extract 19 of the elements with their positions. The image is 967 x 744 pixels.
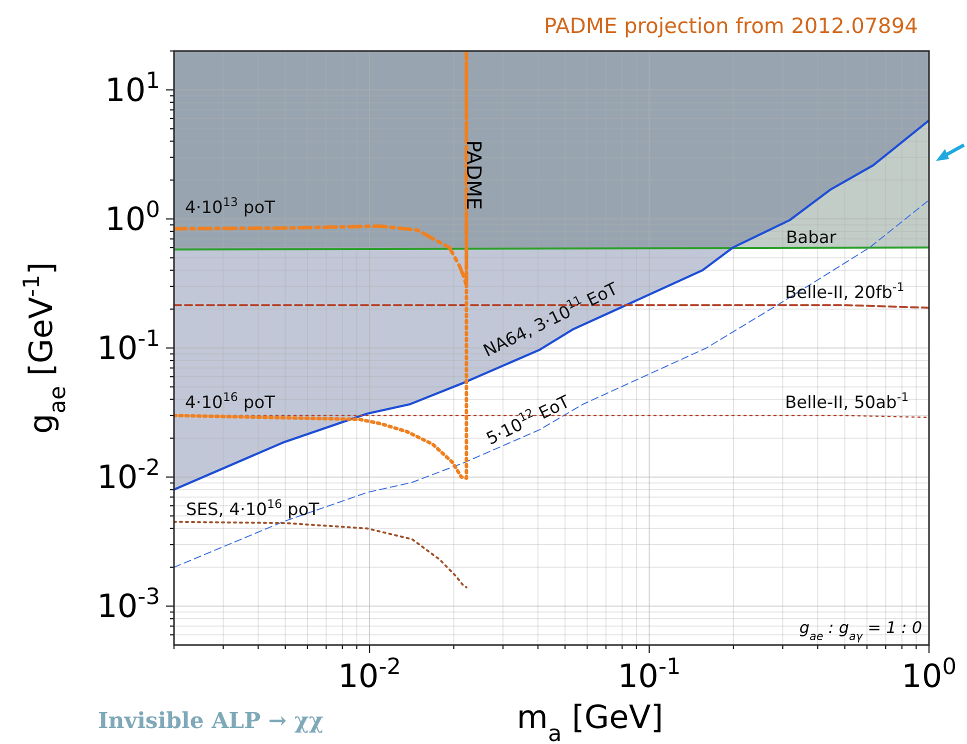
x-axis-title: m$_{a}$ [GeV]: [516, 698, 664, 744]
x-tick-label: 10$^{-2}$: [338, 654, 402, 695]
x-tick-label: 10$^{-1}$: [618, 654, 681, 695]
annotation: g$_{ae}$ : g$_{aγ}$ = 1 : 0: [799, 618, 922, 642]
y-tick-label: 10$^{-2}$: [96, 455, 160, 496]
series-label: Belle-II, 50ab$^{-1}$: [785, 390, 909, 413]
x-tick-label: 10$^{0}$: [902, 654, 956, 695]
series-label: Babar: [786, 228, 836, 248]
series-label: 4·10$^{13}$ poT: [185, 195, 276, 218]
chart-title: PADME projection from 2012.07894: [544, 14, 918, 38]
series-label: Belle-II, 20fb$^{-1}$: [785, 280, 904, 303]
series-label: SES, 4·10$^{16}$ poT: [186, 497, 320, 520]
y-tick-label: 10$^{0}$: [105, 196, 160, 238]
series-label: 4·10$^{16}$ poT: [185, 390, 276, 413]
y-tick-label: 10$^{-3}$: [96, 584, 160, 626]
text: Invisible ALP → χχ: [98, 708, 324, 734]
y-tick-label: 10$^{-1}$: [96, 326, 160, 367]
y-tick-label: 10$^{1}$: [105, 68, 160, 109]
annotation: PADME: [462, 140, 486, 210]
